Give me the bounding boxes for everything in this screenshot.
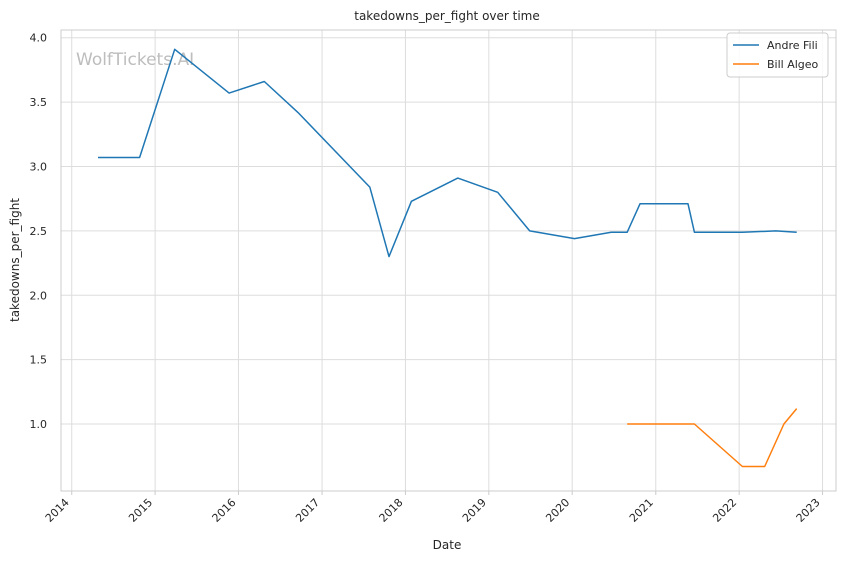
- y-tick-label: 4.0: [30, 32, 48, 45]
- x-axis-label: Date: [433, 538, 462, 552]
- x-tick-label: 2015: [126, 496, 155, 525]
- y-tick-label: 3.5: [30, 96, 48, 109]
- y-axis-label: takedowns_per_fight: [8, 198, 22, 322]
- x-tick-label: 2014: [43, 496, 72, 525]
- series-line-andre-fili: [98, 48, 797, 258]
- y-tick-label: 2.0: [30, 289, 48, 302]
- x-tick-label: 2023: [794, 496, 823, 525]
- watermark-text: WolfTickets.AI: [76, 50, 194, 70]
- y-tick-labels: 1.0 1.5 2.0 2.5 3.0 3.5 4.0: [30, 32, 48, 431]
- x-tick-label: 2019: [460, 496, 489, 525]
- plot-border: [60, 29, 837, 492]
- y-tick-label: 3.0: [30, 160, 48, 173]
- x-tick-label: 2020: [543, 496, 572, 525]
- x-tick-label: 2022: [710, 496, 739, 525]
- legend: Andre Fili Bill Algeo: [726, 32, 829, 78]
- x-tick-labels: 2014 2015 2016 2017 2018 2019 2020 2021 2022 2023: [43, 496, 823, 525]
- series-line-bill-algeo: [627, 408, 798, 468]
- grid: [61, 30, 836, 495]
- x-tick-label: 2016: [210, 496, 239, 525]
- legend-label-andre-fili: Andre Fili: [767, 39, 818, 52]
- x-tick-label: 2018: [377, 496, 406, 525]
- legend-label-bill-algeo: Bill Algeo: [767, 58, 819, 71]
- x-tick-label: 2021: [627, 496, 656, 525]
- series-lines: [98, 48, 798, 468]
- x-tick-label: 2017: [293, 496, 322, 525]
- plot-frame: [60, 29, 837, 492]
- y-tick-label: 2.5: [30, 225, 48, 238]
- y-tick-label: 1.5: [30, 354, 48, 367]
- y-tick-label: 1.0: [30, 418, 48, 431]
- legend-box: [726, 32, 829, 78]
- chart-title: takedowns_per_fight over time: [354, 9, 540, 23]
